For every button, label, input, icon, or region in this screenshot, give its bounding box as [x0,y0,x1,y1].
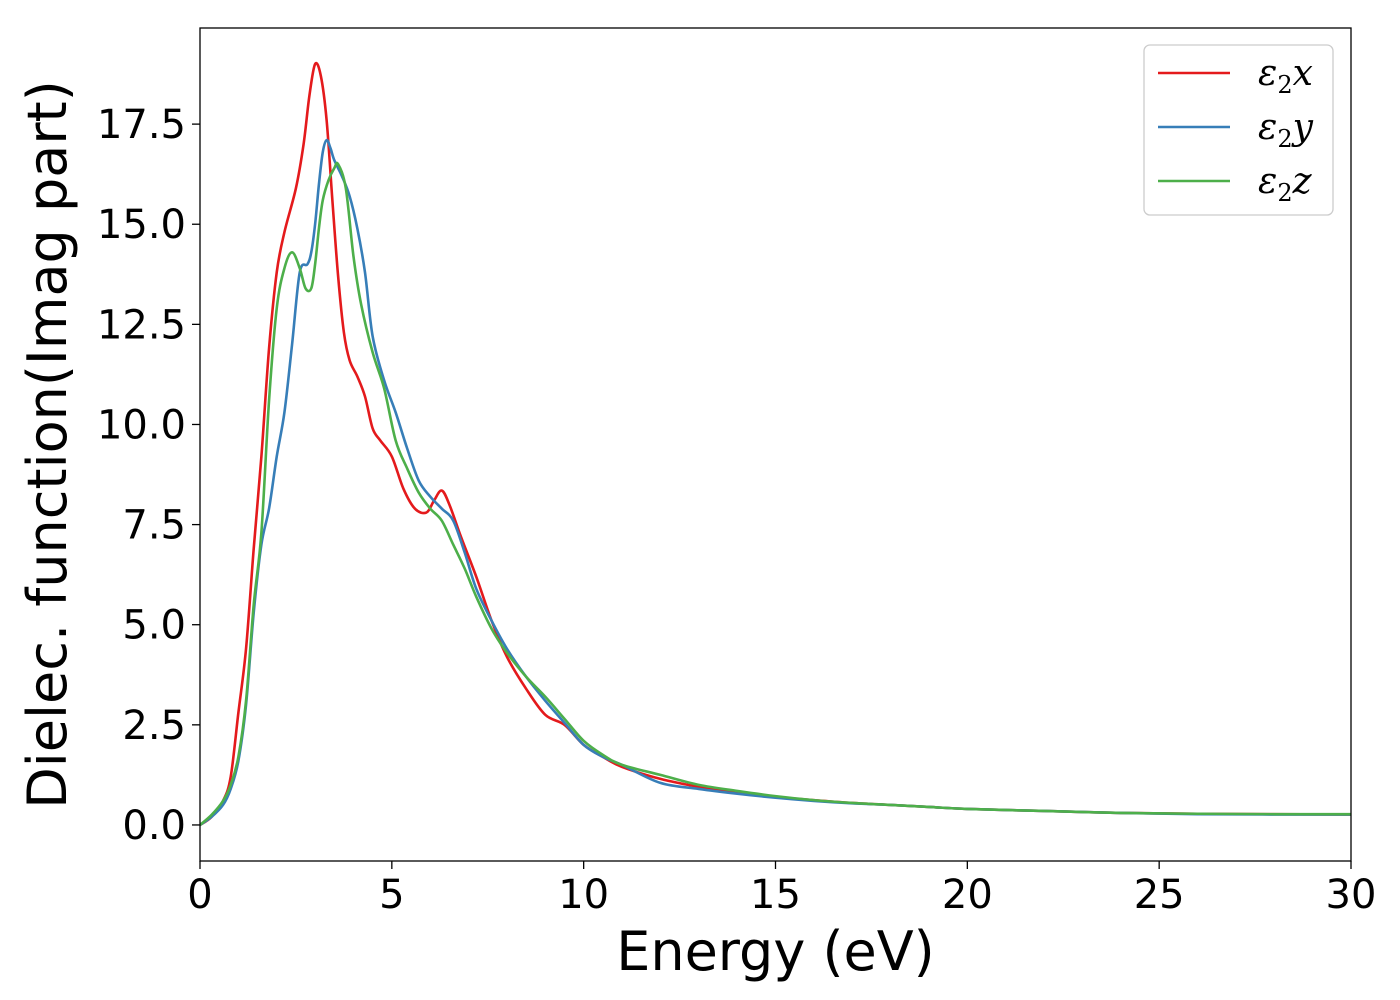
y-tick-label: 7.5 [122,503,186,549]
x-tick-label: 25 [1134,872,1185,918]
x-tick-label: 20 [942,872,993,918]
y-axis: 0.0 2.5 5.0 7.5 10.0 12.5 15.0 17.5 [97,102,200,849]
y-tick-label: 15.0 [97,202,186,248]
x-tick-label: 0 [187,872,212,918]
y-tick-label: 10.0 [97,402,186,448]
x-axis: 0 5 10 15 20 25 30 [187,861,1376,918]
legend-item-z: ε2z [1158,161,1313,207]
x-tick-label: 10 [558,872,609,918]
x-axis-title: Energy (eV) [616,920,935,983]
series-line-z [200,161,1351,827]
legend-label: ε2z [1258,161,1313,207]
y-tick-label: 2.5 [122,703,186,749]
legend-box [1143,44,1334,216]
y-tick-label: 0.0 [122,803,186,849]
legend-item-y: ε2y [1158,107,1314,153]
plot-area [200,61,1351,827]
legend-label: ε2x [1258,53,1313,99]
y-axis-title: Dielec. function(Imag part) [16,80,79,809]
legend-label: ε2y [1258,107,1314,153]
legend-item-x: ε2x [1158,53,1313,99]
x-tick-label: 5 [379,872,404,918]
y-tick-label: 5.0 [122,603,186,649]
y-tick-label: 17.5 [97,102,186,148]
legend: ε2x ε2y ε2z [1143,44,1334,216]
y-tick-label: 12.5 [97,302,186,348]
x-tick-label: 30 [1326,872,1377,918]
x-tick-label: 15 [750,872,801,918]
